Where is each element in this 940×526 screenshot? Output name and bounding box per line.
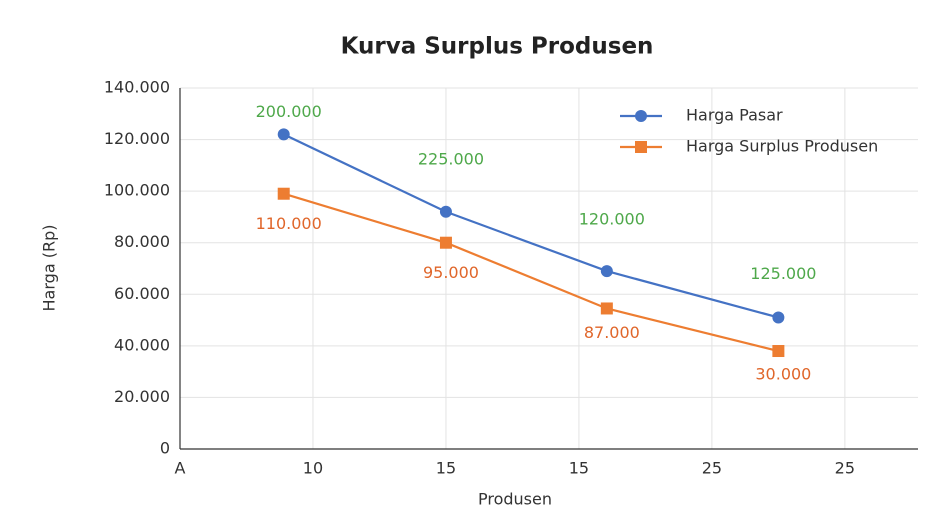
data-point (600, 265, 613, 278)
y-tick-label: 60.000 (114, 284, 170, 303)
annotation: 95.000 (423, 263, 479, 282)
data-point (600, 302, 613, 315)
series-line (283, 192, 779, 353)
annotation: 200.000 (256, 102, 322, 121)
x-tick-label: 15 (569, 459, 589, 478)
data-point (439, 236, 452, 249)
chart-title: Kurva Surplus Produsen (341, 34, 654, 60)
x-tick-label: 10 (303, 459, 323, 478)
y-tick-label: 100.000 (104, 181, 170, 200)
legend-marker (635, 141, 647, 153)
y-tick-label: 0 (160, 439, 170, 458)
annotation: 87.000 (584, 323, 640, 342)
y-tick-label: 80.000 (114, 232, 170, 251)
annotation: 30.000 (755, 365, 811, 384)
y-axis-label: Harga (Rp) (40, 225, 59, 312)
data-point (439, 205, 452, 218)
annotation: 225.000 (418, 149, 484, 168)
data-point (277, 187, 290, 200)
y-tick-label: 40.000 (114, 335, 170, 354)
y-tick-label: 20.000 (114, 387, 170, 406)
annotation: 125.000 (750, 264, 816, 283)
x-tick-label: A (175, 459, 186, 478)
y-tick-label: 140.000 (104, 78, 170, 97)
x-tick-label: 25 (835, 459, 855, 478)
legend-marker (635, 110, 647, 122)
legend-label: Harga Pasar (686, 106, 783, 125)
y-tick-label: 120.000 (104, 129, 170, 148)
x-tick-label: 15 (436, 459, 456, 478)
data-point (772, 345, 785, 358)
legend-label: Harga Surplus Produsen (686, 137, 878, 156)
annotation: 110.000 (256, 214, 322, 233)
x-tick-label: 25 (702, 459, 722, 478)
data-point (277, 128, 290, 141)
data-point (772, 311, 785, 324)
x-axis-label: Produsen (478, 490, 552, 509)
annotation: 120.000 (579, 210, 645, 229)
series-line (283, 133, 779, 319)
